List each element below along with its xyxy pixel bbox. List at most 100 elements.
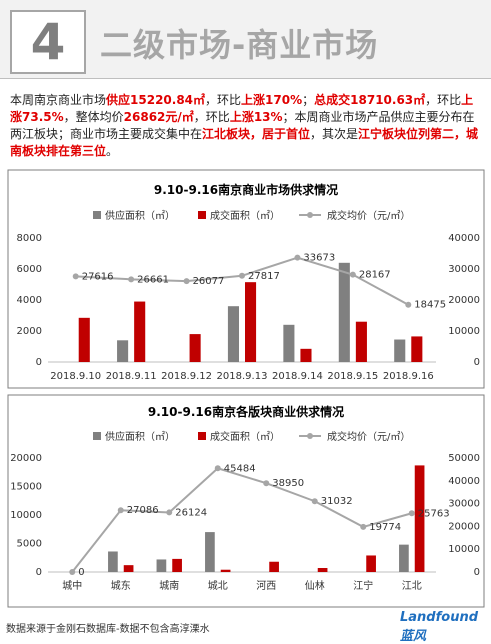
y-tick-label: 0 (36, 357, 42, 368)
y-tick-label: 10000 (10, 510, 42, 521)
chart-title: 9.10-9.16南京商业市场供求情况 (154, 182, 338, 197)
x-tick-label: 江宁 (353, 579, 373, 592)
x-tick-label: 2018.9.11 (106, 371, 157, 382)
y2-tick-label: 20000 (448, 295, 480, 306)
bar (245, 282, 257, 362)
data-label: 27817 (248, 271, 280, 282)
price-line (71, 467, 413, 573)
bar (394, 339, 406, 362)
price-point (69, 569, 76, 575)
data-label: 18475 (414, 300, 446, 311)
price-point (263, 480, 270, 487)
data-label: 31032 (321, 496, 353, 507)
bar (269, 561, 279, 572)
x-tick-label: 城北 (208, 580, 228, 592)
price-point (117, 507, 124, 514)
x-tick-label: 2018.9.12 (161, 371, 212, 382)
x-tick-label: 2018.9.16 (383, 371, 434, 382)
y2-tick-label: 50000 (448, 453, 480, 464)
data-label: 0 (78, 567, 84, 578)
price-point (128, 276, 135, 283)
bar (205, 532, 215, 572)
x-tick-label: 城南 (159, 579, 179, 592)
data-label: 26124 (175, 507, 207, 518)
bar (172, 558, 182, 572)
bar (78, 317, 90, 362)
section-number: 4 (10, 10, 86, 74)
price-point (166, 509, 173, 516)
data-label: 45484 (224, 463, 256, 474)
bar (117, 340, 129, 362)
summary-text: ，其次是 (310, 127, 359, 141)
price-point (72, 273, 79, 280)
y-tick-label: 8000 (17, 233, 42, 244)
price-point (408, 510, 415, 517)
bar (399, 544, 409, 572)
summary-text: 上涨13% (229, 110, 283, 124)
summary-text: 上涨170% (241, 93, 303, 107)
x-tick-label: 城中 (62, 579, 82, 592)
bar (411, 336, 423, 362)
y2-tick-label: 0 (474, 357, 480, 368)
y2-tick-label: 30000 (448, 264, 480, 275)
summary-text: ，环比 (193, 110, 230, 124)
price-point (214, 465, 221, 472)
x-tick-label: 城东 (111, 579, 131, 592)
summary-text: 26862元/㎡ (123, 110, 194, 124)
x-tick-label: 江北 (402, 580, 422, 592)
summary-text: ，整体均价 (63, 110, 124, 124)
y-tick-label: 6000 (17, 264, 42, 275)
bar (108, 551, 118, 572)
legend-swatch (198, 432, 206, 440)
price-point (239, 272, 245, 279)
x-tick-label: 2018.9.14 (272, 371, 323, 382)
price-point (405, 301, 412, 308)
legend-swatch (198, 211, 206, 219)
y-tick-label: 4000 (17, 295, 42, 306)
summary-text: ，环比 (205, 93, 242, 107)
data-label: 25763 (418, 508, 450, 519)
price-point (360, 523, 367, 530)
legend-label: 成交面积（㎡） (210, 430, 280, 443)
data-label: 26661 (137, 274, 169, 285)
bar (123, 565, 134, 572)
summary-text: 本周南京商业市场 (10, 93, 107, 107)
summary-text: 总成交18710.63㎡ (314, 93, 426, 107)
logo: Landfound蓝风 (400, 610, 479, 644)
summary: 本周南京商业市场供应15220.84㎡，环比上涨170%；总成交18710.63… (10, 92, 480, 160)
summary-text: 江北板块，居于首位 (202, 127, 311, 141)
summary-text: 供应15220.84㎡ (106, 93, 206, 107)
x-tick-label: 2018.9.13 (217, 371, 268, 382)
summary-text: 上涨73.5% (10, 93, 474, 124)
summary-text: ； (302, 93, 315, 107)
y-tick-label: 15000 (10, 482, 42, 493)
y-tick-label: 5000 (17, 539, 42, 550)
y2-tick-label: 30000 (448, 499, 480, 510)
price-point (349, 271, 356, 278)
legend-swatch (307, 212, 313, 218)
section-title: 二级市场-商业市场 (100, 26, 379, 64)
data-label: 38950 (272, 478, 304, 489)
y2-tick-label: 10000 (448, 544, 480, 555)
summary-text: 江宁板块位列第二，城南板块排在第三位 (10, 127, 479, 158)
bar (189, 334, 201, 362)
y-tick-label: 20000 (10, 453, 42, 464)
legend-label: 供应面积（㎡） (105, 430, 175, 443)
summary-text: ，环比 (425, 93, 462, 107)
price-point (311, 498, 318, 505)
legend-label: 供应面积（㎡） (105, 209, 175, 222)
chart-title: 9.10-9.16南京各版块商业供求情况 (148, 404, 344, 419)
y2-tick-label: 10000 (448, 326, 480, 337)
header: 4 二级市场-商业市场 (0, 0, 491, 79)
x-tick-label: 河西 (256, 580, 276, 592)
data-label: 28167 (359, 270, 391, 281)
legend-label: 成交面积（㎡） (210, 209, 280, 222)
x-tick-label: 仙林 (305, 579, 325, 592)
y-tick-label: 2000 (17, 326, 42, 337)
summary-text: 。 (106, 144, 119, 158)
bar (355, 321, 367, 362)
legend-label: 成交均价（元/㎡） (327, 430, 410, 443)
bar (317, 568, 328, 572)
data-label: 33673 (303, 253, 335, 264)
